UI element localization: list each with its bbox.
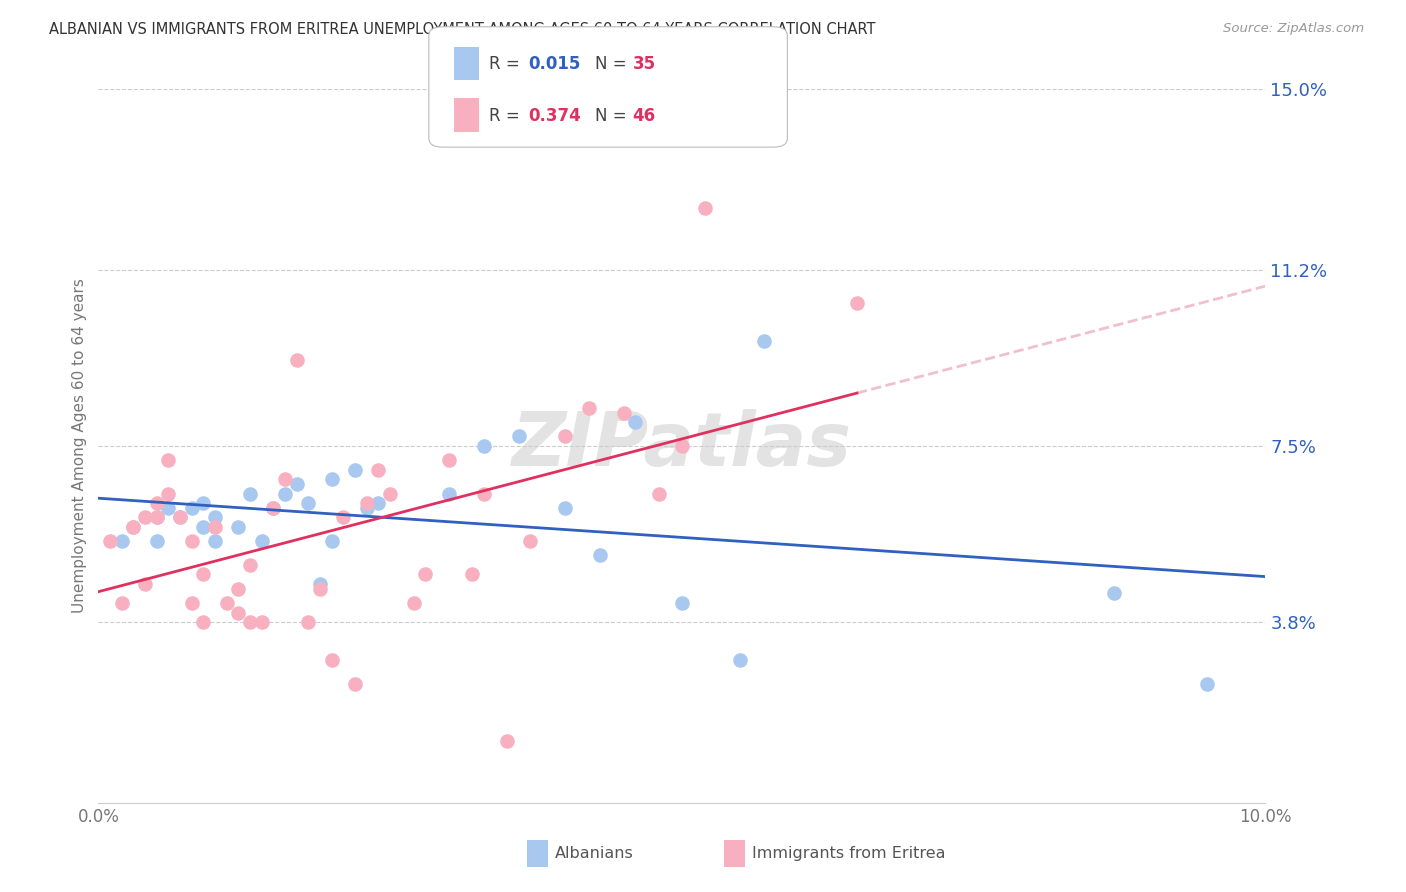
Y-axis label: Unemployment Among Ages 60 to 64 years: Unemployment Among Ages 60 to 64 years bbox=[72, 278, 87, 614]
Point bbox=[239, 486, 262, 500]
Point bbox=[146, 510, 169, 524]
Point bbox=[285, 477, 308, 491]
Point bbox=[437, 486, 460, 500]
Point bbox=[111, 534, 134, 549]
Text: N =: N = bbox=[595, 55, 631, 73]
Point bbox=[321, 472, 343, 486]
Point bbox=[367, 496, 389, 510]
Point bbox=[157, 500, 180, 515]
Point bbox=[846, 296, 869, 310]
Point bbox=[262, 500, 284, 515]
Point bbox=[228, 520, 250, 534]
Point bbox=[309, 577, 332, 591]
Point bbox=[157, 453, 180, 467]
Text: Immigrants from Eritrea: Immigrants from Eritrea bbox=[752, 847, 946, 861]
Point bbox=[297, 615, 319, 629]
Point bbox=[169, 510, 191, 524]
Point bbox=[146, 510, 169, 524]
Text: Albanians: Albanians bbox=[555, 847, 634, 861]
Point bbox=[321, 653, 343, 667]
Point bbox=[134, 510, 156, 524]
Point bbox=[250, 615, 273, 629]
Point bbox=[367, 463, 389, 477]
Text: Source: ZipAtlas.com: Source: ZipAtlas.com bbox=[1223, 22, 1364, 36]
Point bbox=[228, 582, 250, 596]
Point bbox=[122, 520, 145, 534]
Point bbox=[1195, 677, 1218, 691]
Point bbox=[321, 534, 343, 549]
Point bbox=[413, 567, 436, 582]
Point bbox=[309, 582, 332, 596]
Point bbox=[169, 510, 191, 524]
Point bbox=[624, 415, 647, 429]
Text: 0.015: 0.015 bbox=[529, 55, 581, 73]
Text: ALBANIAN VS IMMIGRANTS FROM ERITREA UNEMPLOYMENT AMONG AGES 60 TO 64 YEARS CORRE: ALBANIAN VS IMMIGRANTS FROM ERITREA UNEM… bbox=[49, 22, 876, 37]
Point bbox=[461, 567, 484, 582]
Point bbox=[344, 677, 367, 691]
Point bbox=[274, 486, 297, 500]
Text: R =: R = bbox=[489, 107, 526, 125]
Text: 35: 35 bbox=[633, 55, 655, 73]
Point bbox=[472, 486, 495, 500]
Point bbox=[193, 567, 215, 582]
Point bbox=[344, 463, 367, 477]
Point bbox=[695, 201, 717, 215]
Point bbox=[204, 510, 226, 524]
Text: N =: N = bbox=[595, 107, 631, 125]
Point bbox=[647, 486, 669, 500]
Point bbox=[193, 520, 215, 534]
Point bbox=[519, 534, 541, 549]
Point bbox=[612, 406, 634, 420]
Point bbox=[98, 534, 121, 549]
Point bbox=[204, 520, 226, 534]
Point bbox=[671, 439, 693, 453]
Point bbox=[215, 596, 238, 610]
Point bbox=[402, 596, 425, 610]
Text: 0.374: 0.374 bbox=[529, 107, 582, 125]
Point bbox=[262, 500, 284, 515]
Point bbox=[204, 534, 226, 549]
Point bbox=[554, 500, 576, 515]
Point bbox=[180, 596, 202, 610]
Point bbox=[297, 496, 319, 510]
Point bbox=[134, 577, 156, 591]
Point bbox=[380, 486, 402, 500]
Point bbox=[508, 429, 530, 443]
Point bbox=[180, 534, 202, 549]
Text: R =: R = bbox=[489, 55, 526, 73]
Point bbox=[239, 615, 262, 629]
Point bbox=[193, 496, 215, 510]
Point bbox=[146, 496, 169, 510]
Point bbox=[1102, 586, 1125, 600]
Text: ZIPatlas: ZIPatlas bbox=[512, 409, 852, 483]
Point bbox=[472, 439, 495, 453]
Point bbox=[122, 520, 145, 534]
Point bbox=[589, 549, 612, 563]
Point bbox=[356, 500, 378, 515]
Point bbox=[554, 429, 576, 443]
Point bbox=[752, 334, 775, 349]
Point bbox=[157, 486, 180, 500]
Point bbox=[146, 534, 169, 549]
Point bbox=[356, 496, 378, 510]
Point bbox=[180, 500, 202, 515]
Point bbox=[193, 615, 215, 629]
Point bbox=[111, 596, 134, 610]
Point bbox=[228, 606, 250, 620]
Point bbox=[332, 510, 354, 524]
Point bbox=[274, 472, 297, 486]
Point bbox=[671, 596, 693, 610]
Point bbox=[496, 734, 519, 748]
Point bbox=[250, 534, 273, 549]
Point bbox=[437, 453, 460, 467]
Point bbox=[239, 558, 262, 572]
Point bbox=[730, 653, 752, 667]
Text: 46: 46 bbox=[633, 107, 655, 125]
Point bbox=[285, 353, 308, 368]
Point bbox=[578, 401, 600, 415]
